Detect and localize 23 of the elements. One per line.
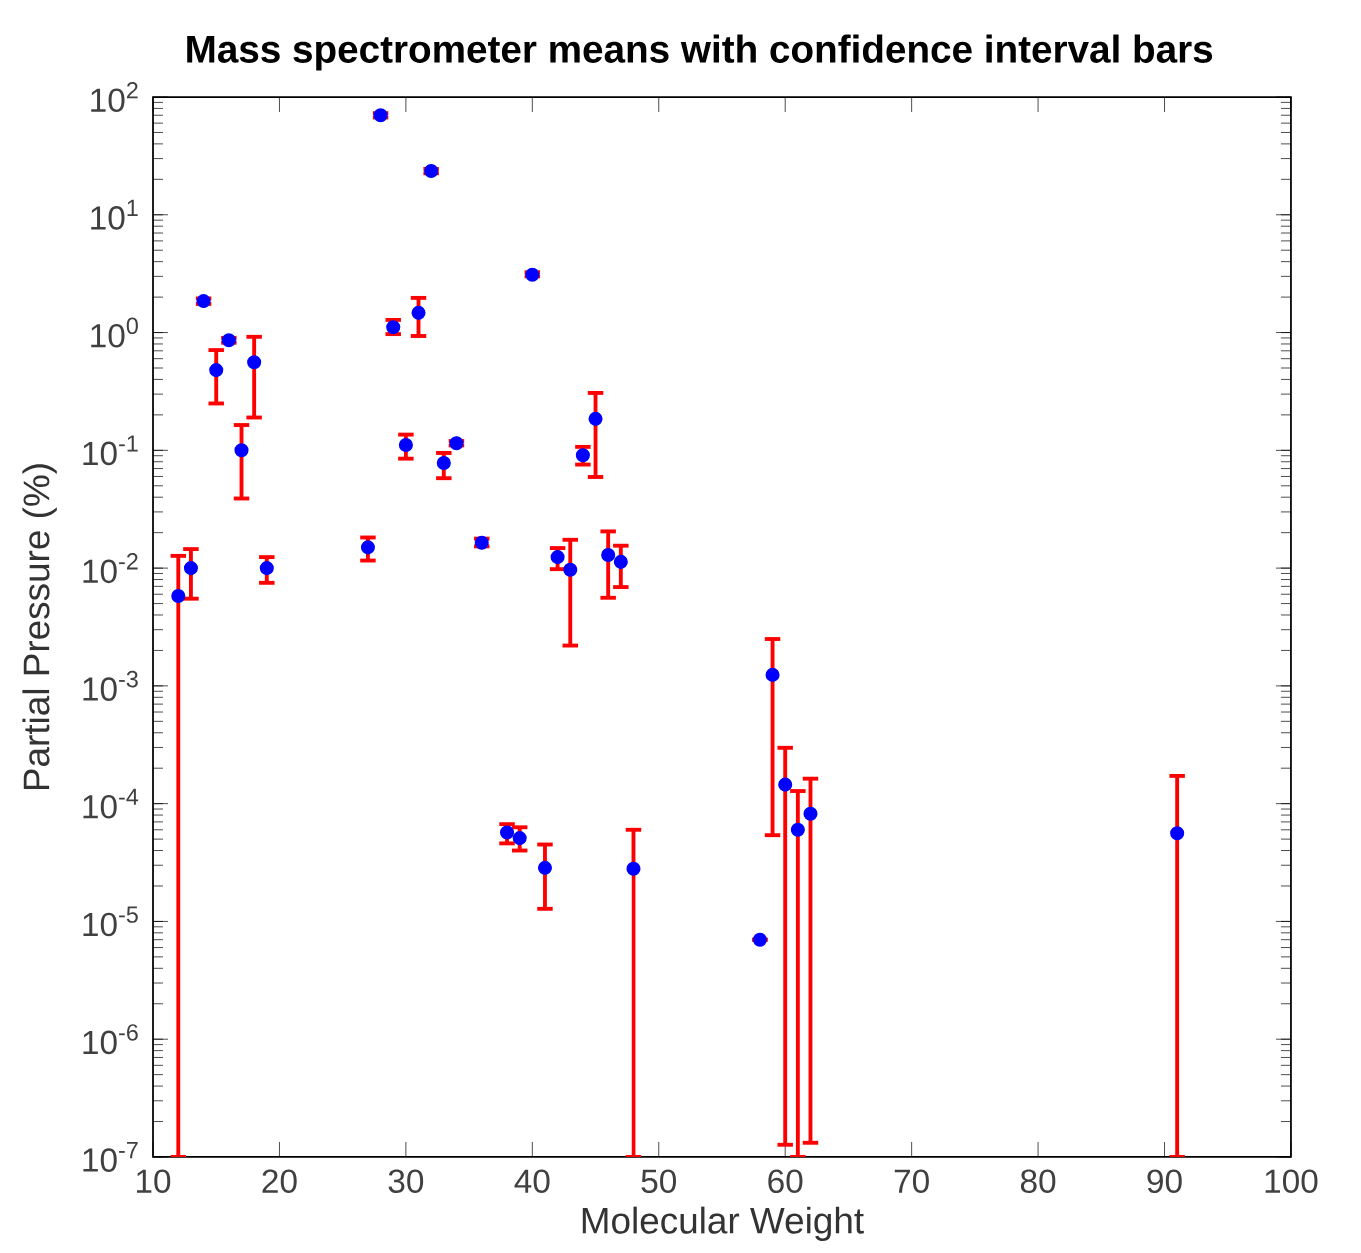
- x-tick-label: 80: [1020, 1169, 1056, 1194]
- x-tick-label: 50: [641, 1169, 677, 1194]
- x-tick-label: 60: [768, 1169, 803, 1194]
- y-tick-label: 10$^{2}$: [91, 81, 138, 113]
- y-tick-label: 10$^{-7}$: [83, 1142, 138, 1172]
- x-tick-label: 90: [1147, 1169, 1182, 1194]
- x-axis-title: Molecular Weight: [582, 1206, 864, 1242]
- x-tick-label: 20: [262, 1169, 297, 1194]
- y-tick-label: 10$^{-6}$: [83, 1024, 138, 1055]
- y-axis-title: Partial Pressure (%): [22, 464, 57, 790]
- y-tick-label: 10$^{-3}$: [83, 670, 138, 701]
- y-tick-label: 10$^{0}$: [91, 317, 138, 348]
- x-tick-label: 10: [136, 1169, 171, 1194]
- y-tick-label: 10$^{-5}$: [83, 906, 138, 937]
- x-tick-label: 70: [894, 1169, 929, 1194]
- x-tick-label: 30: [388, 1169, 424, 1194]
- y-tick-label: 10$^{1}$: [91, 199, 138, 230]
- chart-title: Mass spectrometer means with confidence interval bars: [187, 34, 1213, 71]
- y-tick-label: 10$^{-2}$: [83, 553, 138, 584]
- x-tick-label: 40: [514, 1169, 550, 1194]
- x-tick-label: 100: [1265, 1169, 1318, 1194]
- y-tick-label: 10$^{-1}$: [83, 435, 138, 466]
- y-tick-label: 10$^{-4}$: [83, 788, 139, 819]
